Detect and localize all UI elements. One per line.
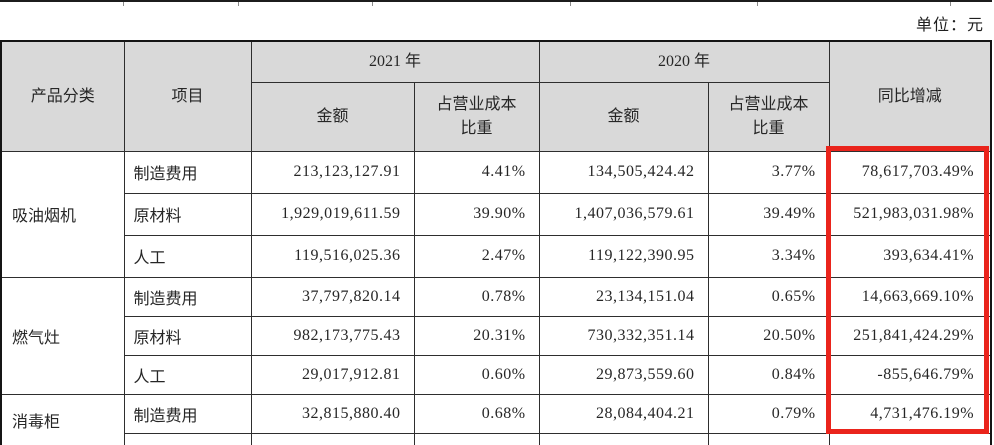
header-row-years: 产品分类 项目 2021 年 2020 年 同比增减: [0, 40, 992, 152]
previous-table-bottom-border: [0, 0, 992, 2]
table-row: 人工 119,516,025.36 2.47% 119,122,390.95 3…: [1, 234, 992, 278]
amount-2020-cell: 29,873,559.60: [538, 354, 709, 395]
yoy-cell: 251,841,424.29%: [828, 315, 992, 356]
item-cell: 人工: [123, 354, 252, 395]
header-amount-2020: 金额: [538, 81, 709, 152]
amount-2021-cell: 1,929,019,611.59: [250, 192, 415, 236]
header-year-2020: 2020 年: [538, 40, 830, 83]
yoy-cell: -855,646.79%: [828, 354, 992, 395]
header-cost-ratio-line1: 占营业成本: [436, 96, 517, 114]
yoy-cell: 521,983,031.98%: [828, 192, 992, 236]
column-border-remnant: [570, 2, 571, 6]
amount-2020-cell-cutoff: [538, 432, 709, 445]
table-row: 原材料 982,173,775.43 20.31% 730,332,351.14…: [1, 315, 992, 356]
header-product-category: 产品分类: [0, 40, 125, 152]
amount-2020-cell: 119,122,390.95: [538, 234, 709, 278]
amount-2021-cell: 37,797,820.14: [250, 276, 415, 317]
header-year-2021: 2021 年: [250, 40, 540, 83]
amount-2021-cell: 119,516,025.36: [250, 234, 415, 278]
yoy-cell: 14,663,669.10%: [828, 276, 992, 317]
table-row: 消毒柜 制造费用 32,815,880.40 0.68% 28,084,404.…: [0, 393, 992, 445]
ratio-2021-cell: 0.68%: [413, 393, 540, 434]
amount-2021-cell: 29,017,912.81: [250, 354, 415, 395]
ratio-2020-cell: 0.79%: [707, 393, 830, 434]
column-border-remnant: [238, 2, 239, 6]
category-cell: 吸油烟机: [0, 150, 125, 278]
yoy-cell-cutoff: [828, 432, 992, 445]
table-row-partial: [1, 432, 992, 445]
ratio-2021-cell: 0.60%: [413, 354, 540, 395]
ratio-2020-cell-cutoff: [707, 432, 830, 445]
amount-2021-cell: 32,815,880.40: [250, 393, 415, 434]
header-cost-ratio-line1: 占营业成本: [728, 96, 809, 114]
amount-2020-cell: 134,505,424.42: [538, 150, 709, 194]
ratio-2021-cell: 0.78%: [413, 276, 540, 317]
category-cell: 消毒柜: [0, 393, 125, 445]
ratio-2020-cell: 0.84%: [707, 354, 830, 395]
ratio-2021-cell: 39.90%: [413, 192, 540, 236]
header-row-subcolumns: 金额 占营业成本比重 金额 占营业成本比重: [1, 81, 991, 152]
ratio-2020-cell: 39.49%: [707, 192, 830, 236]
ratio-2021-cell: 4.41%: [413, 150, 540, 194]
header-amount-2021: 金额: [250, 81, 415, 152]
header-cost-ratio-line2: 比重: [752, 119, 785, 137]
amount-2020-cell: 1,407,036,579.61: [538, 192, 709, 236]
ratio-2020-cell: 3.34%: [707, 234, 830, 278]
header-item: 项目: [123, 40, 252, 152]
amount-2020-cell: 28,084,404.21: [538, 393, 709, 434]
item-cell: 制造费用: [123, 150, 252, 194]
unit-label: 单位：元: [915, 17, 984, 34]
item-cell: 原材料: [123, 192, 252, 236]
yoy-cell: 4,731,476.19%: [828, 393, 992, 434]
item-cell: 制造费用: [123, 276, 252, 317]
header-cost-ratio-line2: 比重: [460, 119, 493, 137]
header-yoy-change: 同比增减: [828, 40, 992, 152]
table-row: 吸油烟机 制造费用 213,123,127.91 4.41% 134,505,4…: [0, 150, 992, 278]
item-cell: 人工: [123, 234, 252, 278]
operating-cost-table: 产品分类 项目 2021 年 2020 年 同比增减 金额 占营业成本比重 金额…: [0, 40, 993, 445]
yoy-cell: 78,617,703.49%: [828, 150, 992, 194]
table-row: 燃气灶 制造费用 37,797,820.14 0.78% 23,134,151.…: [0, 276, 992, 395]
column-border-remnant: [757, 2, 758, 6]
header-cost-ratio-2020: 占营业成本 比重: [707, 81, 830, 152]
yoy-cell: 393,634.41%: [828, 234, 992, 278]
header-cost-ratio-2021: 占营业成本 比重: [413, 81, 540, 152]
amount-2021-cell-cutoff: [250, 432, 415, 445]
ratio-2021-cell: 20.31%: [413, 315, 540, 356]
column-border-remnant: [123, 2, 124, 6]
item-cell: 制造费用: [123, 393, 252, 434]
amount-2021-cell: 213,123,127.91: [250, 150, 415, 194]
ratio-2021-cell: 2.47%: [413, 234, 540, 278]
ratio-2021-cell-cutoff: [413, 432, 540, 445]
item-cell-cutoff: [123, 432, 252, 445]
ratio-2020-cell: 3.77%: [707, 150, 830, 194]
column-border-remnant: [950, 2, 951, 6]
table-row: 原材料 1,929,019,611.59 39.90% 1,407,036,57…: [1, 192, 992, 236]
amount-2020-cell: 730,332,351.14: [538, 315, 709, 356]
ratio-2020-cell: 20.50%: [707, 315, 830, 356]
table-row: 人工 29,017,912.81 0.60% 29,873,559.60 0.8…: [1, 354, 992, 395]
category-cell: 燃气灶: [0, 276, 125, 395]
amount-2020-cell: 23,134,151.04: [538, 276, 709, 317]
item-cell: 原材料: [123, 315, 252, 356]
amount-2021-cell: 982,173,775.43: [250, 315, 415, 356]
ratio-2020-cell: 0.65%: [707, 276, 830, 317]
column-border-remnant: [372, 2, 373, 6]
